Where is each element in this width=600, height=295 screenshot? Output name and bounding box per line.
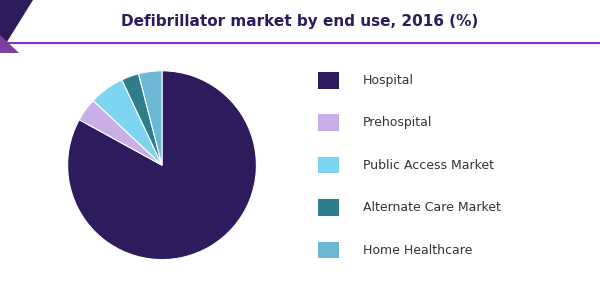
FancyBboxPatch shape bbox=[318, 199, 339, 216]
FancyBboxPatch shape bbox=[318, 72, 339, 88]
FancyBboxPatch shape bbox=[318, 242, 339, 258]
Wedge shape bbox=[68, 71, 256, 260]
Text: Public Access Market: Public Access Market bbox=[363, 159, 494, 172]
FancyBboxPatch shape bbox=[318, 114, 339, 131]
Wedge shape bbox=[93, 80, 162, 165]
Text: Hospital: Hospital bbox=[363, 74, 414, 87]
Wedge shape bbox=[139, 71, 162, 165]
FancyBboxPatch shape bbox=[318, 157, 339, 173]
Text: Alternate Care Market: Alternate Care Market bbox=[363, 201, 501, 214]
Wedge shape bbox=[79, 101, 162, 165]
Polygon shape bbox=[0, 35, 19, 53]
Text: Prehospital: Prehospital bbox=[363, 116, 433, 129]
Polygon shape bbox=[0, 0, 33, 53]
Wedge shape bbox=[122, 74, 162, 165]
Text: Defibrillator market by end use, 2016 (%): Defibrillator market by end use, 2016 (%… bbox=[121, 14, 479, 29]
Text: Home Healthcare: Home Healthcare bbox=[363, 244, 472, 257]
